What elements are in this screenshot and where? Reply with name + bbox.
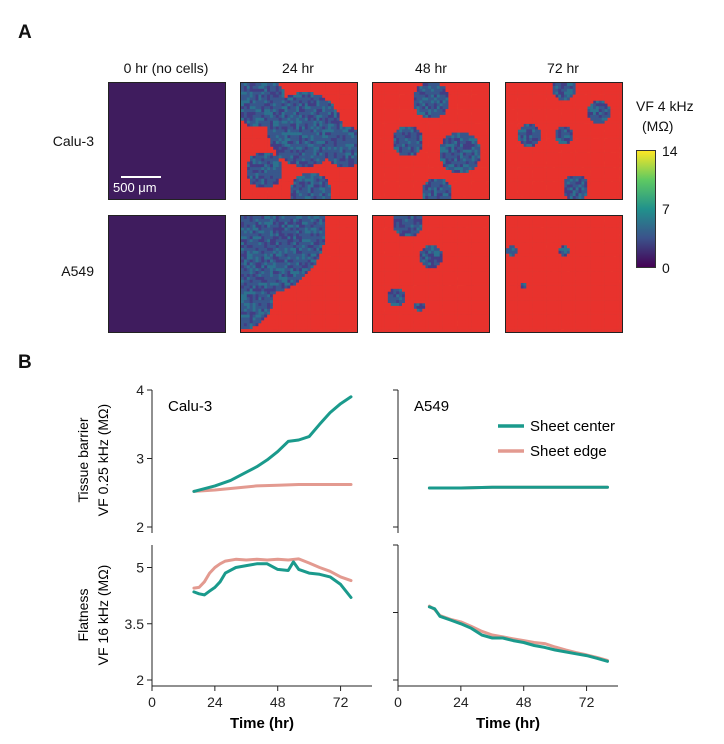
ylabel-barrier-line2: VF 0.25 kHz (MΩ): [95, 404, 111, 516]
legend-label-edge: Sheet edge: [530, 443, 607, 460]
scale-bar-label: 500 μm: [113, 180, 157, 195]
scale-bar: [121, 176, 161, 178]
heatmap-a549-24hr: [240, 215, 358, 333]
panel-b-letter: B: [18, 352, 32, 373]
y-tick-label-0-0: 2: [136, 519, 144, 535]
ylabel-barrier-line1: Tissue barrier: [75, 417, 91, 502]
ylabel-flatness-line2: VF 16 kHz (MΩ): [95, 565, 111, 666]
x-tick-label-2-3: 72: [333, 694, 349, 710]
y-tick-label-0-2: 4: [136, 382, 144, 398]
colorbar-tick-14: 14: [662, 143, 678, 159]
subplot-title-calu3: Calu-3: [168, 398, 212, 415]
series-line-3-sheet-edge: [427, 604, 609, 662]
series-line-0-sheet-center: [192, 395, 353, 493]
heatmap-calu3-24hr: [240, 82, 358, 200]
series-line-0-sheet-edge: [192, 483, 353, 493]
colorbar-tick-7: 7: [662, 201, 670, 217]
ylabel-flatness-line1: Flatness: [75, 589, 91, 642]
heatmap-a549-72hr: [505, 215, 623, 333]
heatmap-a549-0hr: [108, 215, 226, 333]
xlabel-right: Time (hr): [476, 715, 540, 732]
heatmap-calu3-0hr: 500 μm: [108, 82, 226, 200]
col-label-0hr: 0 hr (no cells): [123, 60, 209, 76]
row-label-a549: A549: [61, 263, 94, 279]
y-tick-label-0-1: 3: [136, 451, 144, 467]
heatmap-a549-48hr: [372, 215, 490, 333]
x-tick-label-2-2: 48: [270, 694, 286, 710]
series-line-2-sheet-edge: [192, 557, 353, 590]
xlabel-left: Time (hr): [230, 715, 294, 732]
y-tick-label-2-0: 2: [136, 672, 144, 688]
colorbar: [636, 150, 656, 268]
heatmap-calu3-72hr: [505, 82, 623, 200]
series-line-2-sheet-center: [192, 560, 353, 599]
series-line-1-sheet-center: [427, 485, 609, 490]
heatmap-calu3-48hr: [372, 82, 490, 200]
x-tick-label-3-3: 72: [579, 694, 595, 710]
col-label-24hr: 24 hr: [282, 60, 314, 76]
series-line-3-sheet-center: [427, 605, 609, 663]
legend-label-center: Sheet center: [530, 418, 615, 435]
y-tick-label-2-1: 3.5: [125, 616, 145, 632]
x-tick-label-2-0: 0: [148, 694, 156, 710]
colorbar-title-line2: (MΩ): [642, 118, 674, 134]
subplot-title-a549: A549: [414, 398, 449, 415]
x-tick-label-3-2: 48: [516, 694, 532, 710]
x-tick-label-3-1: 24: [453, 694, 469, 710]
col-label-72hr: 72 hr: [547, 60, 579, 76]
row-label-calu3: Calu-3: [52, 133, 94, 149]
col-label-48hr: 48 hr: [415, 60, 447, 76]
line-charts: Tissue barrier VF 0.25 kHz (MΩ) Flatness…: [75, 382, 618, 732]
colorbar-tick-0: 0: [662, 260, 670, 276]
y-tick-label-2-2: 5: [136, 560, 144, 576]
colorbar-title-line1: VF 4 kHz: [636, 98, 694, 114]
x-tick-label-2-1: 24: [207, 694, 223, 710]
x-tick-label-3-0: 0: [394, 694, 402, 710]
panel-a-letter: A: [18, 22, 32, 43]
